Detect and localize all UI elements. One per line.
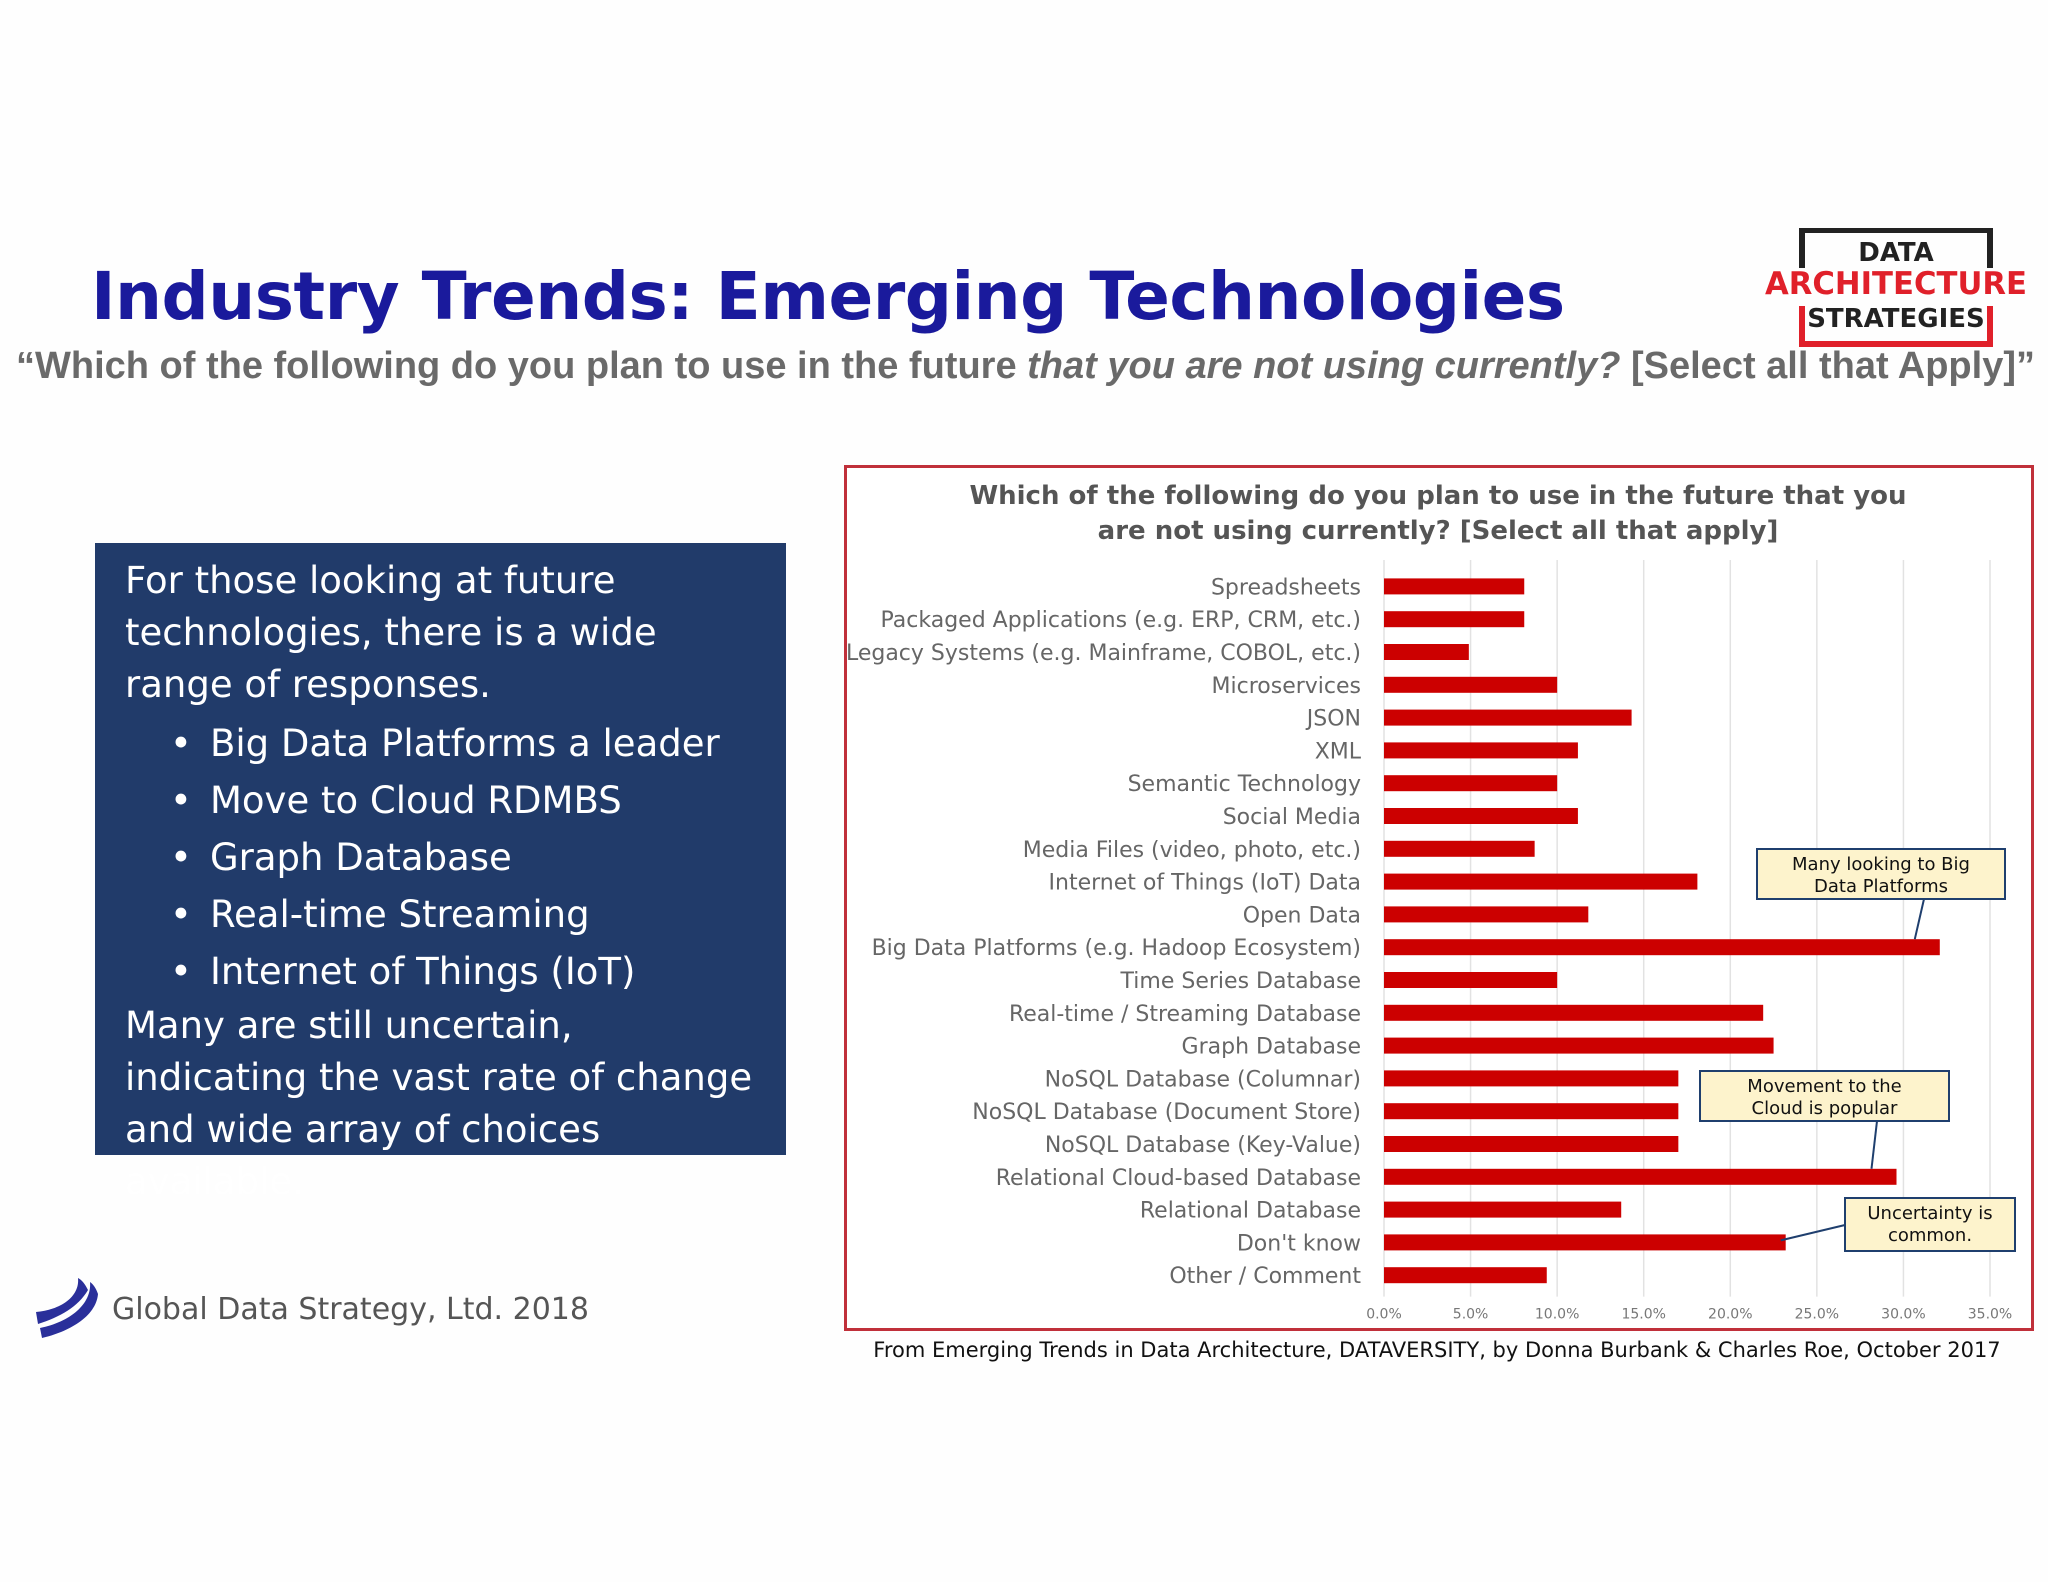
chart-title-line1: Which of the following do you plan to us… — [969, 481, 1906, 511]
bar — [1384, 1267, 1547, 1284]
callout-box — [1699, 1070, 1950, 1122]
bar — [1384, 775, 1558, 792]
category-label: NoSQL Database (Document Store) — [972, 1100, 1361, 1125]
summary-bullets: • Big Data Platforms a leader • Move to Cl… — [125, 715, 756, 1000]
bar — [1384, 906, 1589, 923]
bar — [1384, 742, 1578, 759]
bullet-item: • Internet of Things (IoT) — [170, 950, 636, 993]
callout-text: Uncertainty is — [1867, 1203, 1992, 1224]
callout-text: common. — [1888, 1225, 1972, 1246]
bullet-item: • Graph Database — [170, 836, 512, 879]
category-label: Packaged Applications (e.g. ERP, CRM, et… — [881, 608, 1361, 633]
category-label: Real-time / Streaming Database — [1009, 1002, 1361, 1027]
category-label: XML — [1315, 739, 1362, 764]
footer-company: Global Data Strategy, Ltd. 2018 — [112, 1292, 589, 1327]
category-label: Time Series Database — [1120, 969, 1361, 994]
bar — [1384, 611, 1525, 628]
callout-text: Many looking to Big — [1792, 854, 1970, 875]
bullet-text: Real-time Streaming — [210, 893, 590, 936]
page-subtitle: “Which of the following do you plan to u… — [16, 345, 2035, 388]
bullet-item: • Move to Cloud RDMBS — [170, 779, 622, 822]
bullet-item: • Real-time Streaming — [170, 893, 590, 936]
bar — [1384, 808, 1578, 824]
bar — [1384, 1004, 1764, 1021]
callout-text: Data Platforms — [1814, 876, 1948, 897]
x-tick-label: 10.0% — [1535, 1307, 1579, 1323]
x-tick-label: 0.0% — [1366, 1307, 1402, 1323]
category-label: Semantic Technology — [1128, 772, 1361, 797]
data-architecture-strategies-logo: DATA ARCHITECTURE STRATEGIES — [1765, 228, 2027, 347]
summary-conclusion: Many are still uncertain, indicating the… — [125, 1004, 753, 1203]
logo-line2: ARCHITECTURE — [1765, 266, 2027, 302]
x-tick-label: 25.0% — [1795, 1307, 1839, 1323]
bar-chart: Which of the following do you plan to us… — [844, 465, 2034, 1331]
bar — [1384, 939, 1940, 956]
source-caption: From Emerging Trends in Data Architectur… — [873, 1338, 2001, 1362]
bar — [1384, 1168, 1897, 1185]
bar — [1384, 644, 1469, 660]
page-title: Industry Trends: Emerging Technologies — [91, 258, 1565, 335]
bar — [1384, 1136, 1679, 1152]
category-label: NoSQL Database (Key-Value) — [1045, 1133, 1361, 1158]
category-label: Relational Database — [1140, 1199, 1361, 1224]
callout-line — [1870, 1120, 1878, 1169]
bar — [1384, 1070, 1679, 1087]
summary-box: For those looking at future technologies… — [95, 543, 786, 1203]
category-label: JSON — [1305, 707, 1361, 732]
bar — [1384, 709, 1632, 726]
chart-title-line2: are not using currently? [Select all tha… — [1098, 516, 1779, 546]
category-label: Big Data Platforms (e.g. Hadoop Ecosyste… — [872, 936, 1361, 961]
category-label: Media Files (video, photo, etc.) — [1023, 838, 1361, 863]
category-label: Social Media — [1223, 805, 1361, 830]
category-label: Graph Database — [1182, 1035, 1361, 1060]
subtitle-part2: [Select all that Apply]” — [1620, 345, 2035, 387]
x-tick-label: 35.0% — [1968, 1307, 2012, 1323]
subtitle-part1: “Which of the following do you plan to u… — [16, 345, 1028, 387]
x-tick-label: 30.0% — [1881, 1307, 1925, 1323]
callout-text: Cloud is popular — [1752, 1098, 1899, 1119]
bar — [1384, 1037, 1774, 1054]
category-label: Legacy Systems (e.g. Mainframe, COBOL, e… — [846, 641, 1361, 666]
callout-line — [1913, 898, 1925, 940]
subtitle-italic: that you are not using currently? — [1027, 345, 1621, 387]
bar — [1384, 840, 1535, 857]
bullet-text: Graph Database — [210, 836, 512, 879]
x-tick-label: 20.0% — [1708, 1307, 1752, 1323]
category-label: Don't know — [1237, 1231, 1361, 1256]
bar — [1384, 873, 1698, 890]
bar — [1384, 1201, 1622, 1218]
global-data-strategy-logo — [36, 1278, 98, 1338]
callout-box — [1844, 1197, 2016, 1252]
bullet-text: Internet of Things (IoT) — [210, 950, 636, 993]
x-tick-label: 15.0% — [1621, 1307, 1665, 1323]
summary-intro: For those looking at future technologies… — [125, 559, 657, 706]
bar — [1384, 1103, 1679, 1120]
bullet-item: • Big Data Platforms a leader — [170, 722, 720, 765]
category-label: NoSQL Database (Columnar) — [1045, 1067, 1361, 1092]
callout-box — [1756, 848, 2006, 900]
logo-line1: DATA — [1858, 238, 1934, 268]
bullet-text: Big Data Platforms a leader — [210, 722, 720, 765]
category-label: Relational Cloud-based Database — [996, 1166, 1361, 1191]
bar — [1384, 972, 1558, 988]
bar — [1384, 1234, 1786, 1251]
callout-text: Movement to the — [1747, 1076, 1901, 1097]
category-label: Other / Comment — [1169, 1264, 1361, 1289]
bar — [1384, 676, 1558, 693]
callout-line — [1780, 1224, 1846, 1242]
category-label: Open Data — [1243, 903, 1361, 928]
x-tick-label: 5.0% — [1453, 1307, 1489, 1323]
bullet-text: Move to Cloud RDMBS — [210, 779, 622, 822]
category-label: Spreadsheets — [1211, 575, 1361, 600]
bar — [1384, 578, 1525, 595]
category-label: Internet of Things (IoT) Data — [1049, 871, 1361, 896]
category-label: Microservices — [1212, 674, 1361, 699]
logo-line3: STRATEGIES — [1807, 304, 1985, 334]
